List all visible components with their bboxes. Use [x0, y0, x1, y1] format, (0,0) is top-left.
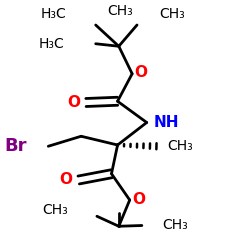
Text: O: O — [60, 172, 72, 188]
Text: O: O — [134, 65, 147, 80]
Text: NH: NH — [154, 115, 180, 130]
Text: CH₃: CH₃ — [168, 139, 193, 153]
Text: H₃C: H₃C — [41, 7, 66, 21]
Text: CH₃: CH₃ — [162, 218, 188, 232]
Text: O: O — [67, 95, 80, 110]
Text: O: O — [132, 192, 145, 208]
Text: CH₃: CH₃ — [107, 4, 133, 18]
Text: Br: Br — [4, 137, 26, 155]
Text: CH₃: CH₃ — [42, 203, 68, 217]
Text: H₃C: H₃C — [38, 37, 64, 51]
Text: CH₃: CH₃ — [159, 7, 184, 21]
